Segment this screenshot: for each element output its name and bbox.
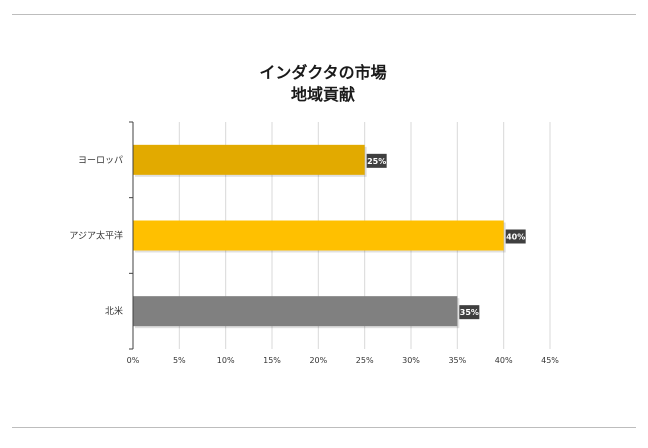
data-label-box xyxy=(366,153,387,168)
x-tick-label: 15% xyxy=(263,356,281,365)
top-divider xyxy=(12,14,636,15)
x-tick-label: 30% xyxy=(402,356,420,365)
x-tick-label: 10% xyxy=(217,356,235,365)
data-label: 25% xyxy=(367,157,386,166)
axis-layer: 0% 5% 10% 15% 20% 25% 30% 35% 40% 45% ヨーロッパアジア太平洋北… xyxy=(69,121,559,365)
bar-2 xyxy=(133,220,504,251)
bottom-divider xyxy=(12,427,636,428)
data-label-box xyxy=(459,305,480,320)
chart-title-line-2: 地域貢献 xyxy=(291,85,355,104)
x-tick-label: 20% xyxy=(309,356,327,365)
bar-1 xyxy=(133,144,365,175)
x-tick-label: 0% xyxy=(127,356,140,365)
data-label: 40% xyxy=(506,233,525,242)
category-label: アジア太平洋 xyxy=(69,230,123,242)
bar-layer: 25% 40% 35% xyxy=(133,144,526,329)
x-tick-label: 40% xyxy=(495,356,513,365)
x-tick-label: 25% xyxy=(356,356,374,365)
x-tick-label: 5% xyxy=(173,356,186,365)
chart-title-line-1: インダクタの市場 xyxy=(259,63,386,82)
bar-3 xyxy=(133,296,458,327)
category-label: ヨーロッパ xyxy=(78,155,123,166)
x-tick-label: 45% xyxy=(541,356,559,365)
x-tick-label: 35% xyxy=(448,356,466,365)
data-label-box xyxy=(505,229,526,244)
category-label: 北米 xyxy=(105,305,123,317)
data-label: 35% xyxy=(460,308,479,317)
